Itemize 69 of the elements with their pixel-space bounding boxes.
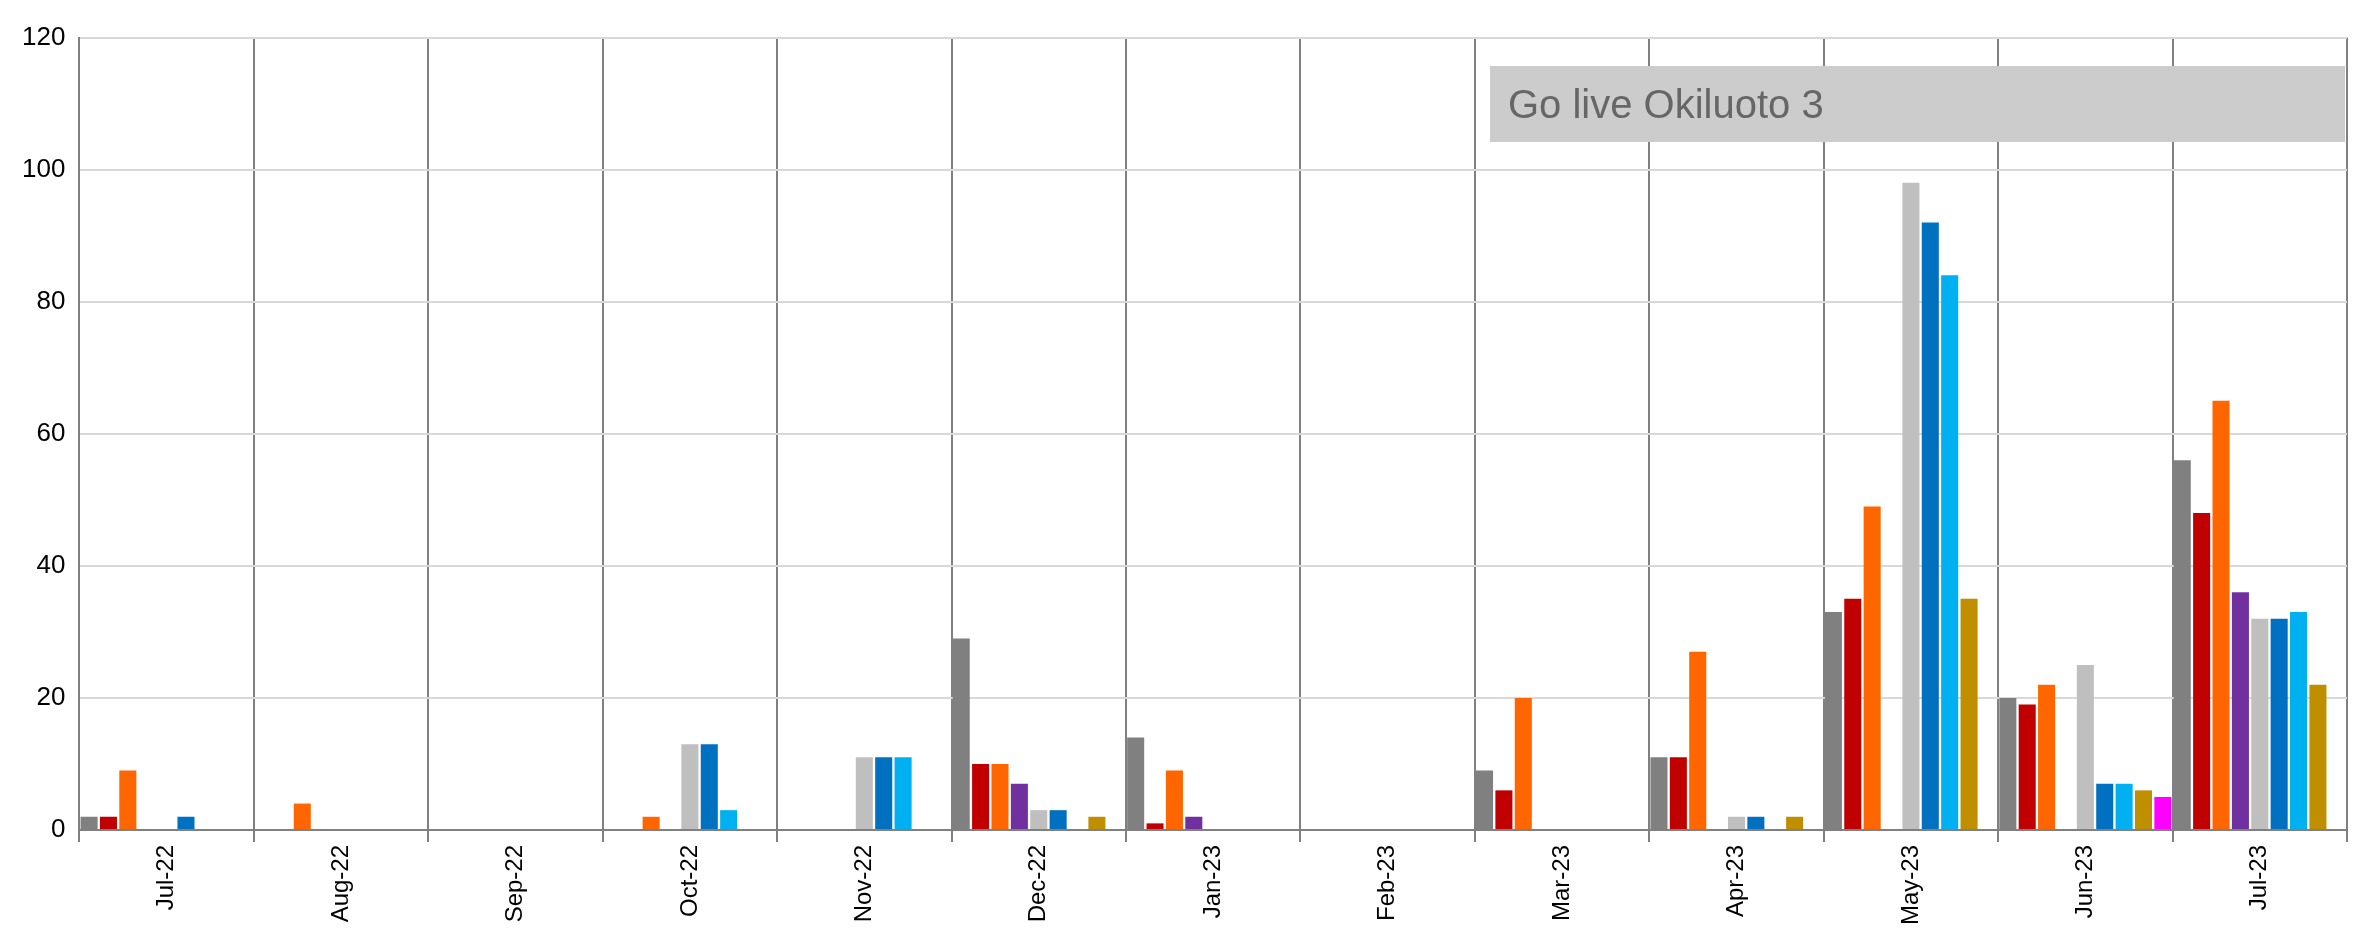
- bar: [2154, 796, 2172, 829]
- bar: [1863, 506, 1881, 829]
- bar: [1669, 757, 1687, 829]
- x-tick-label: Jun-23: [2069, 844, 2097, 919]
- x-tick-label: Aug-22: [325, 844, 353, 923]
- x-tick-label: May-23: [1895, 844, 1923, 925]
- x-tick-label: Sep-22: [500, 844, 528, 923]
- bar: [1902, 182, 1920, 829]
- bar: [1921, 222, 1939, 829]
- bar: [99, 816, 117, 829]
- bar: [2193, 513, 2211, 829]
- bar: [2270, 618, 2288, 829]
- y-tick-label: 100: [21, 152, 66, 183]
- note-box: Go live Okiluoto 3: [1490, 66, 2345, 142]
- bar: [1030, 810, 1048, 829]
- bar: [855, 757, 873, 829]
- bar: [293, 803, 311, 829]
- y-tick-label: 120: [21, 20, 66, 51]
- bar: [1786, 816, 1804, 829]
- bar: [177, 816, 195, 829]
- bar: [642, 816, 660, 829]
- annotation: Go live Okiluoto 3: [1508, 82, 1824, 126]
- bar: [2096, 783, 2114, 829]
- y-tick-label: 20: [36, 681, 66, 712]
- bar: [720, 810, 738, 829]
- bar: [875, 757, 893, 829]
- y-tick-label: 0: [50, 813, 66, 844]
- x-tick-label: Mar-23: [1546, 844, 1574, 921]
- bar: [1185, 816, 1203, 829]
- bar: [1727, 816, 1746, 829]
- bar: [2309, 684, 2327, 829]
- bar: [2076, 664, 2094, 829]
- bar: [1146, 823, 1164, 829]
- bar: [1088, 816, 1106, 829]
- bar: [972, 763, 990, 829]
- bar: [2212, 400, 2230, 829]
- bar: [2251, 618, 2269, 829]
- bar: [1689, 651, 1707, 829]
- bar: [2038, 684, 2056, 829]
- bar: [2115, 783, 2133, 829]
- bar: [119, 770, 137, 829]
- bar: [1960, 598, 1978, 829]
- bar: [1514, 697, 1532, 829]
- x-tick-label: Nov-22: [848, 844, 876, 923]
- bar: [2290, 612, 2308, 829]
- x-tick-label: Apr-23: [1721, 844, 1749, 918]
- bar: [2134, 790, 2153, 829]
- bar: [700, 744, 718, 829]
- y-tick-label: 60: [36, 416, 66, 447]
- bar: [1495, 790, 1513, 829]
- bar: [1049, 810, 1067, 829]
- bar: [1010, 783, 1028, 829]
- bar: [1844, 598, 1862, 829]
- bar: [894, 757, 912, 829]
- y-tick-label: 40: [36, 549, 66, 580]
- x-tick-label: Jul-22: [151, 844, 179, 911]
- bar: [1165, 770, 1183, 829]
- bar: [2018, 704, 2036, 829]
- bar: [2231, 592, 2249, 829]
- x-tick-label: Jul-23: [2244, 844, 2272, 911]
- x-tick-label: Dec-22: [1023, 844, 1051, 923]
- bar: [1747, 816, 1765, 829]
- y-tick-label: 80: [36, 284, 66, 315]
- bar: [991, 763, 1009, 829]
- x-tick-label: Oct-22: [674, 844, 702, 917]
- bar: [681, 744, 699, 829]
- x-tick-label: Feb-23: [1372, 844, 1400, 922]
- bar: [1941, 275, 1959, 829]
- x-tick-label: Jan-23: [1197, 844, 1225, 919]
